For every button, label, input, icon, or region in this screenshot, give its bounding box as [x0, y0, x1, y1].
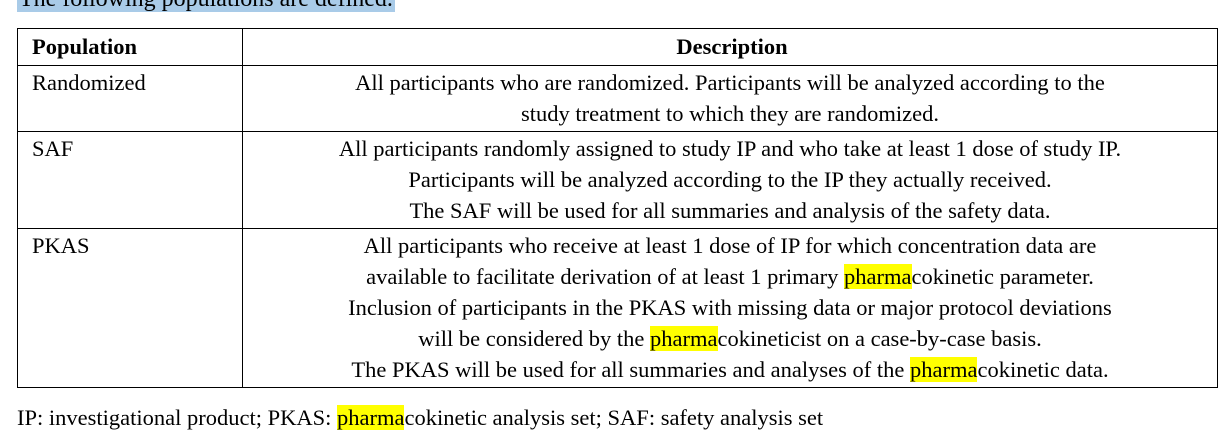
- column-header: Population: [17, 28, 243, 66]
- description-line: All participants randomly assigned to st…: [247, 133, 1213, 164]
- highlighted-text: pharma: [844, 264, 912, 289]
- table-row: PKAS All participants who receive at leas…: [17, 228, 1218, 388]
- description-line: The PKAS will be used for all summaries …: [247, 354, 1213, 385]
- table-row: SAF All participants randomly assigned to…: [17, 131, 1218, 229]
- text-segment: The SAF will be used for all summaries a…: [409, 198, 1051, 223]
- populations-table: Population Description Randomized All par…: [17, 28, 1218, 388]
- text-segment: The PKAS will be used for all summaries …: [351, 357, 910, 382]
- text-segment: cokineticist on a case-by-case basis.: [717, 326, 1042, 351]
- description-line: study treatment to which they are random…: [247, 98, 1213, 129]
- text-segment: All participants randomly assigned to st…: [338, 136, 1122, 161]
- header-row: Population Description: [17, 28, 1218, 66]
- description-line: All participants who are randomized. Par…: [247, 67, 1213, 98]
- highlighted-text: pharma: [337, 405, 405, 430]
- description-cell: All participants randomly assigned to st…: [242, 131, 1218, 229]
- text-segment: available to facilitate derivation of at…: [366, 264, 845, 289]
- description-line: will be considered by the pharmacokineti…: [247, 323, 1213, 354]
- description-line: The SAF will be used for all summaries a…: [247, 195, 1213, 226]
- column-header: Description: [242, 28, 1218, 66]
- text-segment: cokinetic data.: [977, 357, 1109, 382]
- highlighted-text: pharma: [650, 326, 718, 351]
- text-segment: Participants will be analyzed according …: [408, 167, 1052, 192]
- text-segment: Inclusion of participants in the PKAS wi…: [348, 295, 1112, 320]
- table-row: Randomized All participants who are rando…: [17, 65, 1218, 132]
- population-cell: SAF: [17, 131, 243, 229]
- text-segment: cokinetic analysis set; SAF: safety anal…: [404, 405, 824, 430]
- population-cell: PKAS: [17, 228, 243, 388]
- text-segment: cokinetic parameter.: [911, 264, 1094, 289]
- text-segment: study treatment to which they are random…: [521, 101, 939, 126]
- description-line: available to facilitate derivation of at…: [247, 261, 1213, 292]
- highlighted-text: pharma: [909, 357, 978, 382]
- description-cell: All participants who receive at least 1 …: [242, 228, 1218, 388]
- text-segment: All participants who are randomized. Par…: [355, 70, 1105, 95]
- text-segment: All participants who receive at least 1 …: [363, 233, 1097, 258]
- description-line: Participants will be analyzed according …: [247, 164, 1213, 195]
- heading: The following populations are defined.: [17, 0, 395, 12]
- footnote: IP: investigational product; PKAS: pharm…: [17, 402, 823, 433]
- population-cell: Randomized: [17, 65, 243, 132]
- description-line: Inclusion of participants in the PKAS wi…: [247, 292, 1213, 323]
- description-line: All participants who receive at least 1 …: [247, 230, 1213, 261]
- description-cell: All participants who are randomized. Par…: [242, 65, 1218, 132]
- text-segment: IP: investigational product; PKAS:: [17, 405, 337, 430]
- table-body: Randomized All participants who are rando…: [17, 65, 1218, 388]
- text-segment: will be considered by the: [418, 326, 651, 351]
